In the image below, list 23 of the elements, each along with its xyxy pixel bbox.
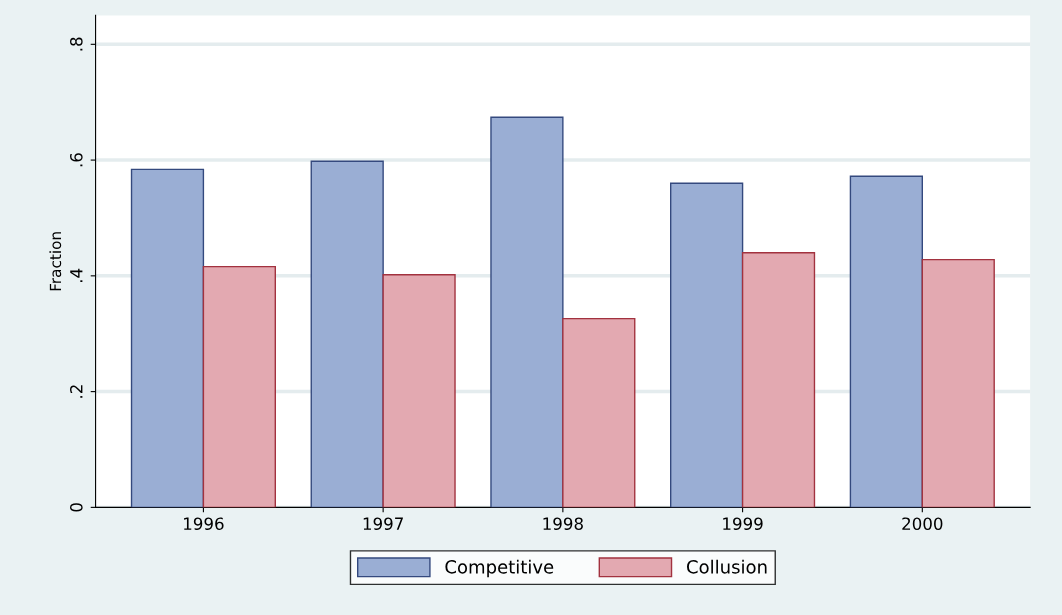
bar (382, 273, 456, 508)
y-tick-label: .2 (70, 385, 83, 398)
bar (130, 168, 205, 508)
bar (310, 160, 384, 508)
x-tick-label: 1997 (363, 517, 403, 530)
bar (849, 175, 924, 508)
x-tick-label: 1996 (184, 517, 224, 530)
y-tick-label: .6 (70, 153, 83, 167)
legend-label: Collusion (686, 559, 767, 574)
x-tick-label: 1998 (543, 517, 583, 530)
x-tick-label: 2000 (902, 517, 943, 530)
y-tick-label: .8 (70, 37, 83, 51)
y-tick-label: 0 (70, 503, 83, 512)
y-axis-title: Fraction (49, 232, 62, 291)
y-tick-label: .4 (70, 268, 83, 283)
bar (562, 317, 636, 508)
bar (741, 251, 816, 508)
x-tick-label: 1999 (723, 517, 763, 530)
legend-label: Competitive (445, 559, 554, 578)
bar (921, 258, 995, 508)
bar (669, 182, 744, 508)
bar (490, 116, 564, 508)
bar (202, 265, 276, 508)
